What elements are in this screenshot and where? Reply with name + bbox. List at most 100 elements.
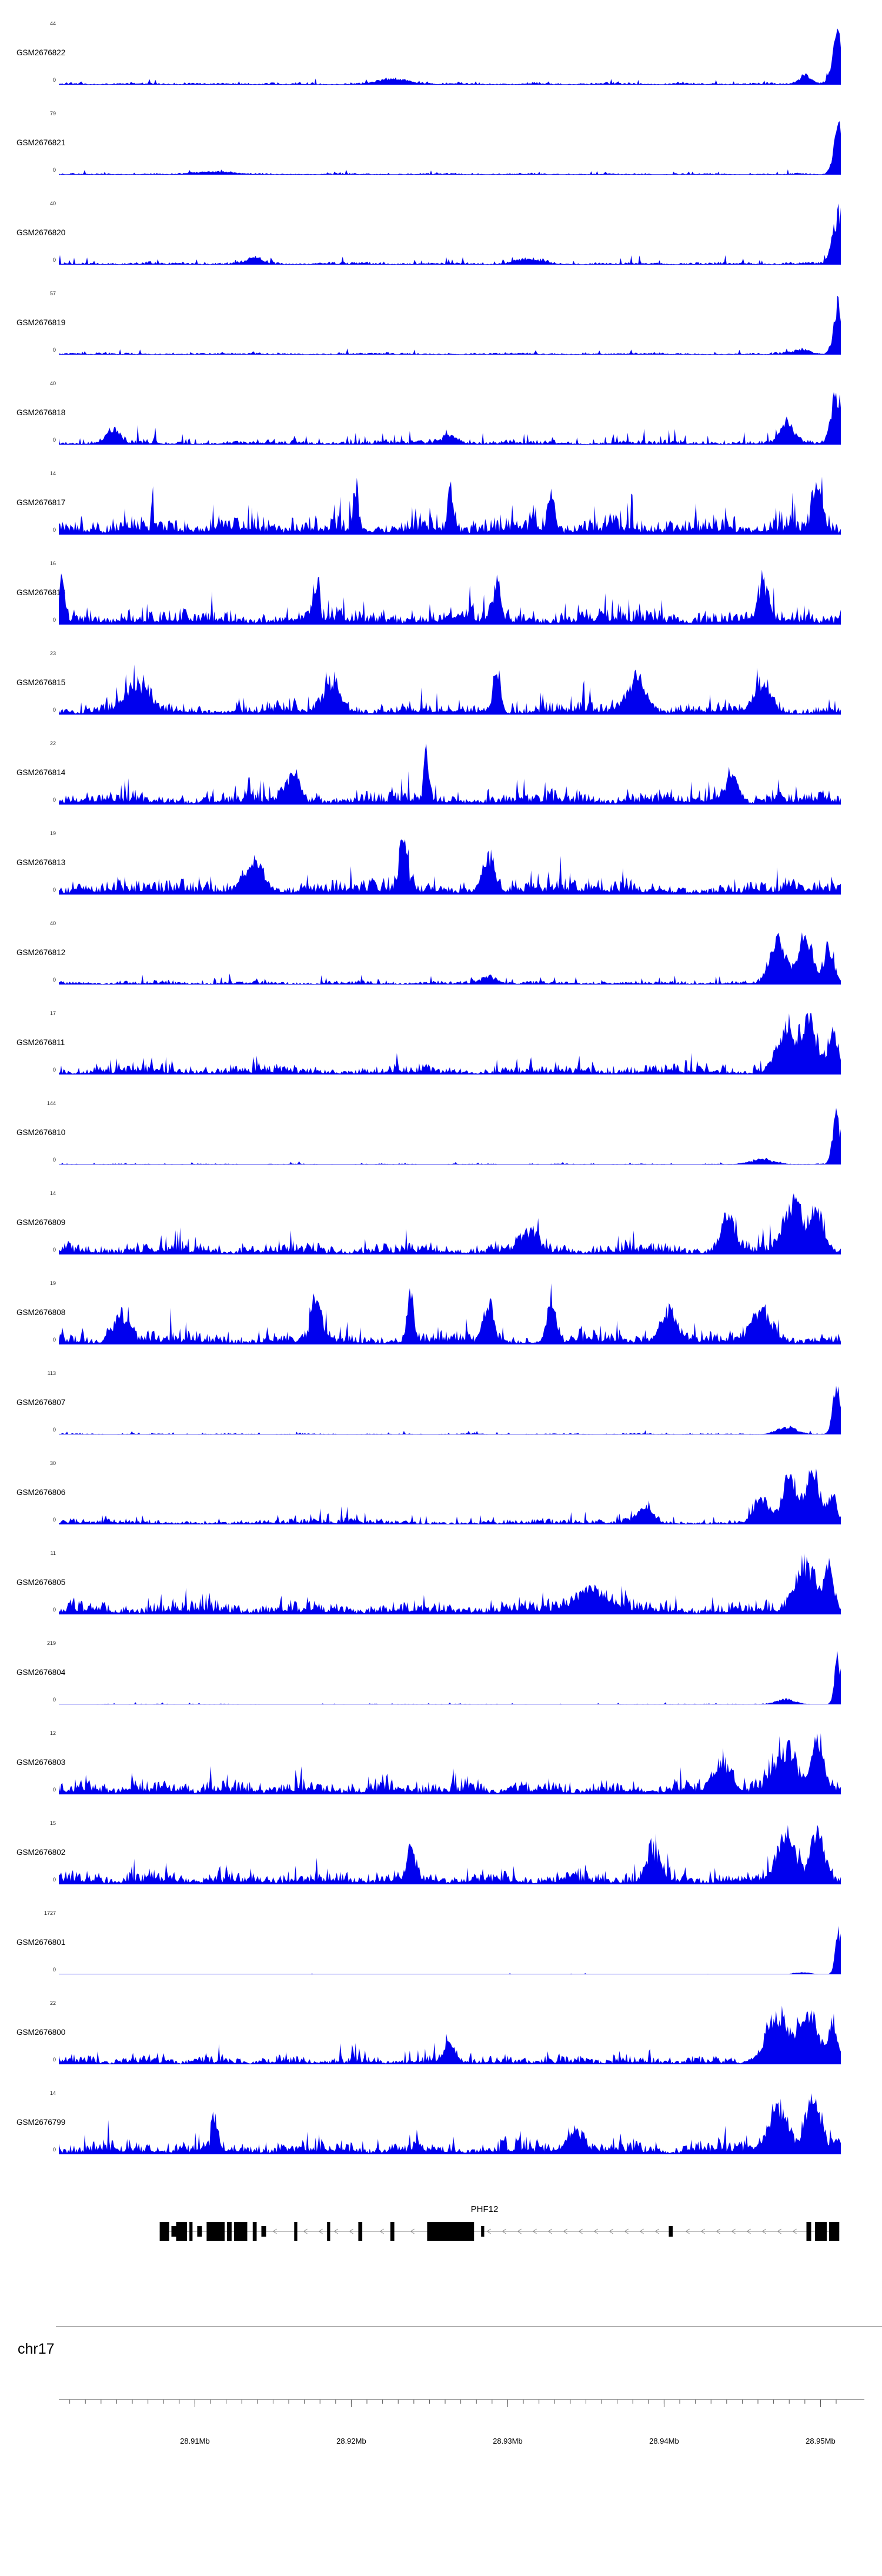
track-ymin-label: 0 (52, 1517, 56, 1523)
coverage-track-row: GSM2676806 30 0 (0, 1455, 882, 1545)
gene-name-label: PHF12 (470, 2204, 499, 2214)
track-ymin-label: 0 (52, 1697, 56, 1703)
strand-direction-arrow-icon (517, 2228, 522, 2234)
track-ymin-label: 0 (52, 1337, 56, 1343)
track-ymax-label: 1727 (44, 1910, 56, 1916)
strand-direction-arrow-icon (486, 2228, 491, 2234)
coverage-area-plot (59, 839, 841, 895)
strand-direction-arrow-icon (502, 2228, 506, 2234)
track-ymin-label: 0 (52, 1877, 56, 1883)
coverage-area-plot (59, 569, 841, 625)
sample-label: GSM2676800 (16, 2028, 66, 2037)
strand-direction-arrow-icon (532, 2228, 537, 2234)
coverage-area-plot (59, 1733, 841, 1794)
exon-box (189, 2222, 193, 2241)
track-ymin-label: 0 (52, 257, 56, 263)
sample-label: GSM2676814 (16, 768, 66, 777)
track-ymax-label: 14 (49, 471, 56, 476)
sample-label: GSM2676821 (16, 138, 66, 147)
coverage-polygon (59, 476, 841, 535)
coverage-area-plot (59, 932, 841, 985)
sample-label: GSM2676801 (16, 1938, 66, 1947)
strand-direction-arrow-icon (333, 2228, 338, 2234)
exon-box (197, 2226, 202, 2237)
sample-label: GSM2676818 (16, 408, 66, 417)
exon-box (669, 2226, 673, 2237)
strand-direction-arrow-icon (578, 2228, 583, 2234)
coverage-track-row: GSM2676805 11 0 (0, 1545, 882, 1635)
genome-axis-track: 28.91Mb 28.92Mb 28.93Mb 28.94Mb 28.95Mb (59, 2399, 864, 2445)
coverage-area-plot (59, 2093, 841, 2154)
sample-label: GSM2676819 (16, 318, 66, 327)
coverage-polygon (59, 569, 841, 625)
axis-tick-label: 28.93Mb (493, 2437, 523, 2445)
sample-label: GSM2676805 (16, 1578, 66, 1587)
track-ymax-label: 12 (49, 1730, 56, 1736)
track-ymin-label: 0 (52, 1067, 56, 1073)
strand-direction-arrow-icon (349, 2228, 353, 2234)
coverage-track-row: GSM2676808 19 0 (0, 1275, 882, 1365)
track-ymin-label: 0 (52, 167, 56, 173)
track-ymin-label: 0 (52, 347, 56, 353)
track-ymax-label: 40 (49, 381, 56, 386)
coverage-area-plot (59, 1553, 841, 1614)
track-ymin-label: 0 (52, 1967, 56, 1973)
track-ymax-label: 11 (50, 1550, 56, 1556)
sample-label: GSM2676810 (16, 1128, 66, 1137)
coverage-polygon (59, 1386, 841, 1434)
track-ymin-label: 0 (52, 1607, 56, 1613)
axis-separator-line (56, 2326, 882, 2327)
exon-box (829, 2222, 840, 2241)
coverage-area-plot (59, 1926, 841, 1974)
track-ymin-label: 0 (52, 617, 56, 623)
exon-box (159, 2222, 169, 2241)
track-ymin-label: 0 (52, 707, 56, 713)
sample-label: GSM2676815 (16, 678, 66, 687)
coverage-area-plot (59, 392, 841, 445)
strand-direction-arrow-icon (654, 2228, 659, 2234)
strand-direction-arrow-icon (746, 2228, 751, 2234)
coverage-polygon (59, 1733, 841, 1794)
track-ymax-label: 17 (49, 1010, 56, 1016)
exon-box (252, 2222, 257, 2241)
coverage-track-row: GSM2676801 1727 0 (0, 1905, 882, 1995)
strand-direction-arrow-icon (272, 2228, 277, 2234)
track-ymin-label: 0 (52, 797, 56, 803)
coverage-area-plot (59, 203, 841, 265)
strand-direction-arrow-icon (379, 2228, 384, 2234)
sample-label: GSM2676802 (16, 1848, 66, 1857)
coverage-track-row: GSM2676807 113 0 (0, 1365, 882, 1455)
coverage-track-row: GSM2676815 23 0 (0, 645, 882, 735)
track-ymax-label: 22 (49, 2000, 56, 2006)
track-ymax-label: 23 (49, 650, 56, 656)
exon-box (171, 2226, 176, 2237)
track-ymax-label: 219 (46, 1640, 56, 1646)
exon-box (815, 2222, 827, 2241)
coverage-track-row: GSM2676813 19 0 (0, 825, 882, 915)
sample-label: GSM2676811 (16, 1038, 65, 1047)
sample-label: GSM2676806 (16, 1488, 66, 1497)
exon-box (358, 2222, 363, 2241)
coverage-track-row: GSM2676810 144 0 (0, 1095, 882, 1185)
track-ymax-label: 19 (49, 830, 56, 836)
coverage-track-row: GSM2676814 22 0 (0, 735, 882, 825)
coverage-area-plot (59, 476, 841, 535)
strand-direction-arrow-icon (700, 2228, 705, 2234)
coverage-polygon (59, 1926, 841, 1974)
track-ymax-label: 40 (49, 920, 56, 926)
strand-direction-arrow-icon (609, 2228, 613, 2234)
coverage-area-plot (59, 1193, 841, 1254)
strand-direction-arrow-icon (410, 2228, 415, 2234)
coverage-area-plot (59, 1824, 841, 1884)
sample-label: GSM2676813 (16, 858, 66, 867)
coverage-area-plot (59, 664, 841, 715)
coverage-polygon (59, 1651, 841, 1704)
exon-box (427, 2222, 475, 2241)
track-ymax-label: 57 (49, 291, 56, 296)
strand-direction-arrow-icon (547, 2228, 552, 2234)
sample-label: GSM2676812 (16, 948, 66, 957)
coverage-area-plot (59, 1386, 841, 1434)
coverage-area-plot (59, 295, 841, 355)
coverage-track-row: GSM2676803 12 0 (0, 1725, 882, 1815)
coverage-polygon (59, 664, 841, 715)
